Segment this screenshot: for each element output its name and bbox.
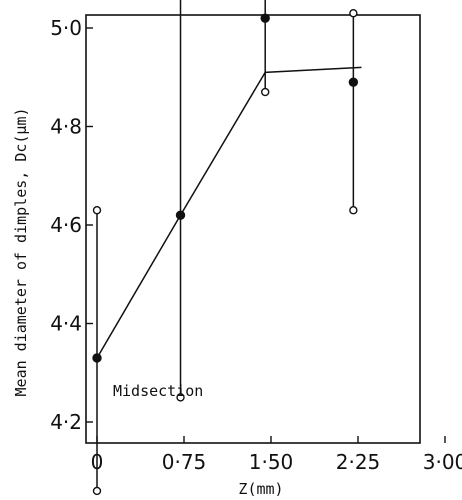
- min-point: [92, 486, 102, 496]
- max-point: [92, 206, 102, 215]
- mean-point: [175, 210, 186, 220]
- mean-point: [260, 13, 270, 23]
- min-point: [261, 87, 270, 97]
- x-tick-label: 2·25: [336, 450, 381, 474]
- y-tick-label: 4·6: [50, 213, 82, 237]
- lines-layer: [96, 0, 362, 491]
- axes-layer: 4·24·44·64·85·05·25·400·751·502·253·00: [50, 16, 462, 474]
- y-tick-label: 4·2: [50, 410, 82, 434]
- marks-layer: [92, 9, 359, 496]
- x-tick-label: 0·75: [162, 450, 207, 474]
- mean-point: [92, 353, 102, 363]
- y-tick-label: 4·4: [50, 312, 82, 336]
- mean-point: [348, 77, 359, 87]
- min-point: [349, 206, 358, 215]
- x-axis-title: Z(mm): [238, 480, 283, 498]
- midsection-annotation: Midsection: [113, 382, 203, 400]
- min-point: [176, 393, 185, 402]
- x-tick-label: 3·00: [423, 450, 462, 474]
- y-tick-label: 4·8: [50, 115, 82, 139]
- x-tick-label: 1·50: [249, 450, 294, 474]
- y-axis-title: Mean diameter of dimples, Dc(μm): [12, 108, 30, 397]
- plot-frame: [85, 14, 421, 444]
- max-point: [349, 9, 358, 18]
- y-tick-label: 5·0: [50, 16, 82, 40]
- trend-line: [96, 66, 362, 359]
